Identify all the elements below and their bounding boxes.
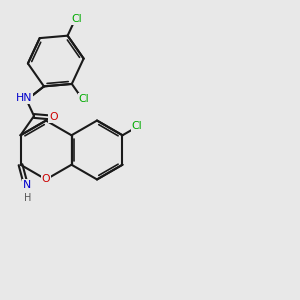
Text: Cl: Cl bbox=[71, 14, 82, 24]
Text: N: N bbox=[23, 180, 32, 190]
Text: O: O bbox=[42, 174, 50, 184]
Text: Cl: Cl bbox=[131, 121, 142, 131]
Text: Cl: Cl bbox=[78, 94, 89, 104]
Text: H: H bbox=[24, 194, 31, 203]
Text: HN: HN bbox=[16, 94, 32, 103]
Text: O: O bbox=[50, 112, 58, 122]
